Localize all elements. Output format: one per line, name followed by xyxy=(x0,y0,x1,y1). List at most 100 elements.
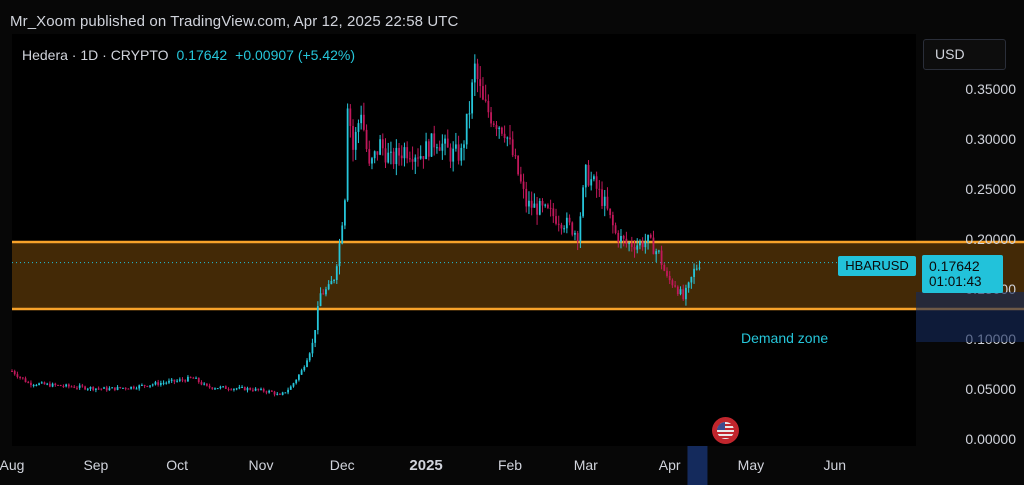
candle-body xyxy=(97,388,100,390)
candle-body xyxy=(603,196,606,206)
time-tick-label: Dec xyxy=(330,457,355,473)
candle-body xyxy=(95,388,97,390)
candle-body xyxy=(352,125,354,150)
current-time-marker xyxy=(687,446,708,485)
candle-body xyxy=(587,164,590,186)
candle-body xyxy=(690,276,693,283)
candle-body xyxy=(620,235,622,242)
candle-body xyxy=(265,391,268,393)
price-axis-highlight xyxy=(916,292,1024,342)
candle-body xyxy=(187,376,189,382)
price-axis[interactable]: 0.350000.300000.250000.200000.150000.100… xyxy=(687,81,1024,485)
candle-body xyxy=(457,144,460,161)
candle-body xyxy=(159,383,162,385)
candle-body xyxy=(62,385,65,387)
candle-body xyxy=(598,188,601,190)
time-tick-label: Aug xyxy=(0,457,24,473)
candle-body xyxy=(617,232,620,242)
candle-body xyxy=(24,378,27,383)
candle-body xyxy=(595,176,598,189)
candle-body xyxy=(279,393,281,395)
candle-body xyxy=(249,388,252,390)
candle-body xyxy=(533,203,536,208)
candle-body xyxy=(601,189,603,206)
candle-body xyxy=(208,385,211,388)
candle-body xyxy=(165,382,168,384)
symbol-title: Hedera · 1D · CRYPTO xyxy=(22,47,169,63)
candle-body xyxy=(54,383,57,386)
candle-body xyxy=(46,383,49,385)
candle-body xyxy=(270,390,273,392)
currency-button[interactable]: USD xyxy=(923,39,1006,70)
demand-zone-label: Demand zone xyxy=(741,330,829,346)
candle-body xyxy=(113,387,116,390)
candle-body xyxy=(327,284,330,290)
candle-body xyxy=(143,384,146,386)
candle-body xyxy=(436,147,438,149)
price-tick-label: 0.05000 xyxy=(965,381,1016,397)
candle-body xyxy=(32,385,35,387)
candle-body xyxy=(173,379,176,382)
last-value: 0.17642 xyxy=(176,47,228,63)
candle-body xyxy=(197,377,200,383)
candle-body xyxy=(390,151,392,153)
candle-body xyxy=(170,379,173,381)
candle-body xyxy=(381,139,384,149)
candle-body xyxy=(463,144,465,148)
candle-body xyxy=(525,188,528,207)
candle-body xyxy=(222,386,225,388)
candle-body xyxy=(27,382,30,384)
candle-body xyxy=(419,156,422,159)
candle-body xyxy=(633,246,636,250)
candle-body xyxy=(178,379,181,381)
candle-body xyxy=(482,86,484,100)
time-axis[interactable]: Aug Sep Oct Nov Dec 2025 Feb Mar Apr May Jun xyxy=(0,457,846,474)
candle-body xyxy=(647,234,649,243)
candle-body xyxy=(319,293,322,307)
candle-body xyxy=(582,187,584,217)
candle-body xyxy=(303,366,306,371)
candle-body xyxy=(655,251,658,255)
candle-body xyxy=(219,386,222,389)
candle-body xyxy=(344,200,346,226)
candle-body xyxy=(338,243,341,267)
candle-body xyxy=(460,147,463,161)
candle-body xyxy=(116,386,119,390)
candle-body xyxy=(295,379,298,384)
candle-body xyxy=(325,289,327,295)
candle-body xyxy=(211,387,214,389)
candle-body xyxy=(235,388,238,390)
candle-body xyxy=(103,387,105,389)
candle-body xyxy=(522,181,525,189)
candle-body xyxy=(76,387,78,389)
candle-body xyxy=(544,204,547,206)
candle-body xyxy=(154,382,157,385)
candle-body xyxy=(354,131,357,150)
candle-body xyxy=(59,385,62,387)
candle-body xyxy=(676,286,679,295)
candle-body xyxy=(644,242,647,248)
candle-body xyxy=(395,147,398,165)
candle-body xyxy=(630,243,633,247)
candle-body xyxy=(360,114,363,124)
candle-body xyxy=(341,225,344,244)
candle-body xyxy=(606,196,609,209)
candle-body xyxy=(138,385,141,389)
symbol-legend[interactable]: Hedera · 1D · CRYPTO 0.17642 +0.00907 (+5.… xyxy=(22,47,355,63)
candle-body xyxy=(392,151,395,165)
time-tick-label: May xyxy=(738,457,764,473)
price-tick-label: 0.35000 xyxy=(965,81,1016,97)
candle-body xyxy=(639,241,641,246)
candle-body xyxy=(387,152,390,163)
candle-body xyxy=(574,233,576,235)
candle-body xyxy=(176,380,179,382)
candle-body xyxy=(260,388,262,390)
candle-body xyxy=(273,391,276,395)
candle-body xyxy=(425,141,428,160)
candle-body xyxy=(506,137,509,139)
candle-body xyxy=(105,387,108,391)
candle-body xyxy=(67,384,70,387)
us-flag-icon[interactable] xyxy=(712,417,739,444)
candle-body xyxy=(214,388,216,390)
last-price-label: 0.17642 01:01:43 xyxy=(922,255,1003,293)
